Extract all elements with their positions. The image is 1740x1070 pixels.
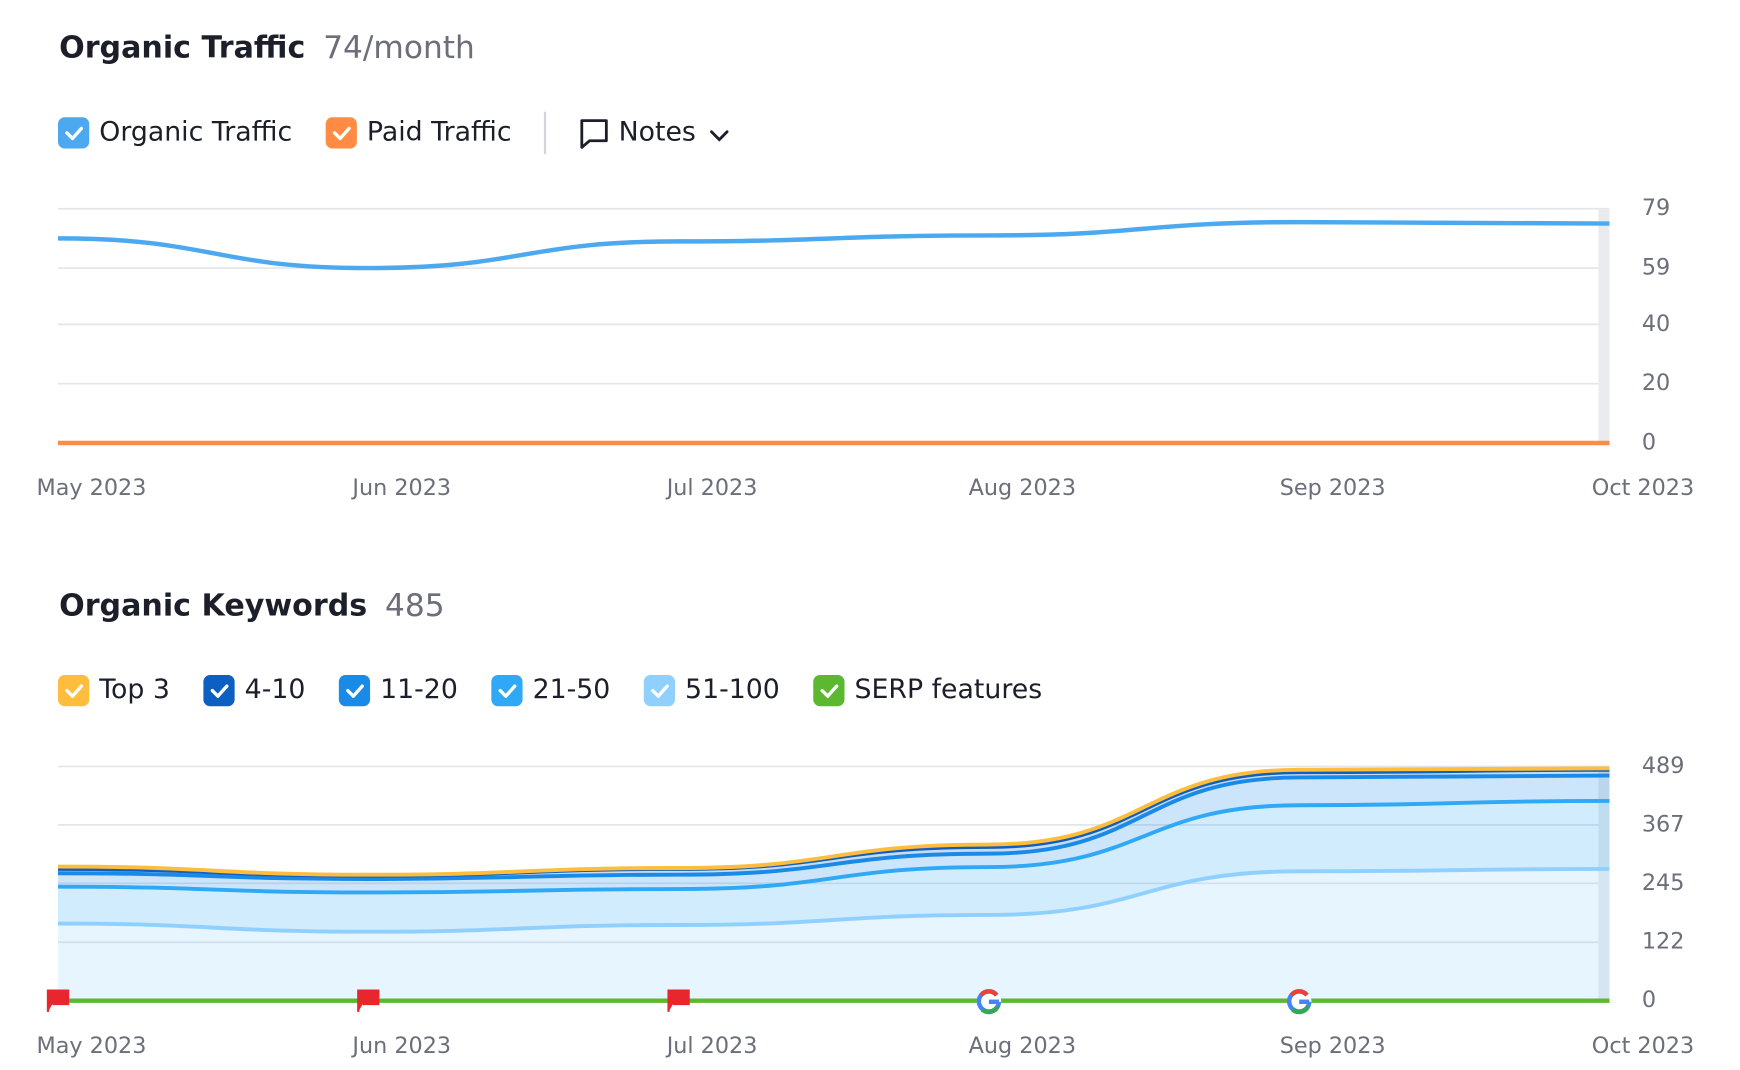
edge-band — [1598, 208, 1610, 443]
legend-item[interactable]: 4-10 — [203, 674, 306, 707]
legend-item[interactable]: Organic Traffic — [58, 116, 292, 149]
check-icon — [65, 684, 84, 698]
x-tick-label: Oct 2023 — [1592, 475, 1694, 501]
legend-label: Organic Traffic — [99, 116, 292, 147]
legend-item[interactable]: SERP features — [813, 674, 1043, 707]
area-line — [57, 766, 1610, 877]
y-tick-label: 0 — [1642, 987, 1656, 1013]
checkbox — [643, 674, 676, 707]
x-tick-label: Sep 2023 — [1280, 1033, 1386, 1059]
line — [57, 219, 1610, 271]
x-tick-label: Aug 2023 — [969, 475, 1076, 501]
y-tick-label: 367 — [1642, 811, 1685, 837]
check-icon — [346, 684, 364, 698]
legend-item[interactable]: 21-50 — [491, 674, 611, 707]
legend-item[interactable]: Top 3 — [58, 674, 170, 707]
area-line — [57, 798, 1610, 895]
legend-item[interactable]: Paid Traffic — [325, 116, 512, 149]
icon-green — [980, 1005, 1000, 1015]
check-icon — [332, 126, 351, 141]
checkbox — [491, 674, 523, 707]
checkbox — [203, 674, 235, 707]
area — [58, 775, 1610, 893]
area-line — [57, 773, 1610, 881]
area — [58, 800, 1610, 932]
legend-item[interactable]: 11-20 — [338, 674, 458, 707]
check-icon — [65, 126, 84, 141]
google-update-icon — [1286, 989, 1312, 1015]
checkbox — [813, 674, 845, 707]
check-icon — [820, 684, 839, 698]
y-tick-label: 59 — [1642, 255, 1670, 281]
note-flag — [357, 989, 380, 1012]
area-line — [57, 866, 1610, 934]
x-tick-label: Jun 2023 — [350, 475, 451, 501]
chart-title: Organic Keywords — [59, 588, 367, 623]
x-tick-label: May 2023 — [36, 1033, 146, 1059]
legend-label: SERP features — [855, 674, 1043, 705]
x-tick-label: Jul 2023 — [665, 1033, 758, 1059]
checkbox — [338, 674, 371, 707]
check-icon — [651, 684, 669, 698]
legend-label: Top 3 — [98, 674, 170, 705]
x-tick-label: Sep 2023 — [1280, 475, 1386, 501]
legend-item[interactable]: 51-100 — [643, 674, 780, 707]
google-update-icon — [976, 989, 1002, 1015]
y-tick-label: 0 — [1642, 429, 1656, 455]
chart-subtitle: 74/month — [323, 30, 475, 66]
checkbox — [58, 117, 90, 149]
x-tick-label: Oct 2023 — [1592, 1033, 1694, 1059]
check-icon — [498, 684, 517, 698]
y-tick-label: 245 — [1642, 870, 1685, 896]
note-flag — [667, 989, 690, 1012]
area — [58, 868, 1610, 1001]
y-tick-label: 489 — [1642, 753, 1685, 779]
y-tick-label: 79 — [1642, 195, 1670, 221]
y-tick-label: 122 — [1642, 929, 1685, 955]
edge-band — [1598, 766, 1610, 1001]
chevron — [710, 130, 729, 142]
chart-subtitle: 485 — [385, 588, 445, 624]
y-tick-label: 40 — [1642, 311, 1670, 337]
legend-label: 21-50 — [533, 674, 611, 705]
notes-icon — [580, 119, 608, 149]
chart-title: Organic Traffic — [59, 31, 305, 66]
icon-green — [1291, 1005, 1311, 1015]
x-tick-label: Jul 2023 — [665, 475, 758, 501]
notes-button[interactable]: Notes — [580, 116, 729, 149]
icon-red — [1289, 989, 1309, 997]
y-tick-label: 20 — [1642, 370, 1670, 396]
note-flag — [46, 989, 70, 1012]
legend-label: 4-10 — [245, 674, 306, 705]
legend-label: 11-20 — [380, 674, 458, 705]
legend-label: 51-100 — [685, 674, 780, 705]
x-tick-label: Jun 2023 — [350, 1033, 451, 1059]
notes-label: Notes — [619, 116, 696, 147]
legend-label: Paid Traffic — [367, 116, 512, 147]
icon-red — [979, 989, 999, 997]
checkbox — [325, 117, 357, 149]
checkbox — [58, 674, 90, 707]
x-tick-label: Aug 2023 — [969, 1033, 1076, 1059]
check-icon — [210, 684, 229, 698]
x-tick-label: May 2023 — [36, 475, 146, 501]
